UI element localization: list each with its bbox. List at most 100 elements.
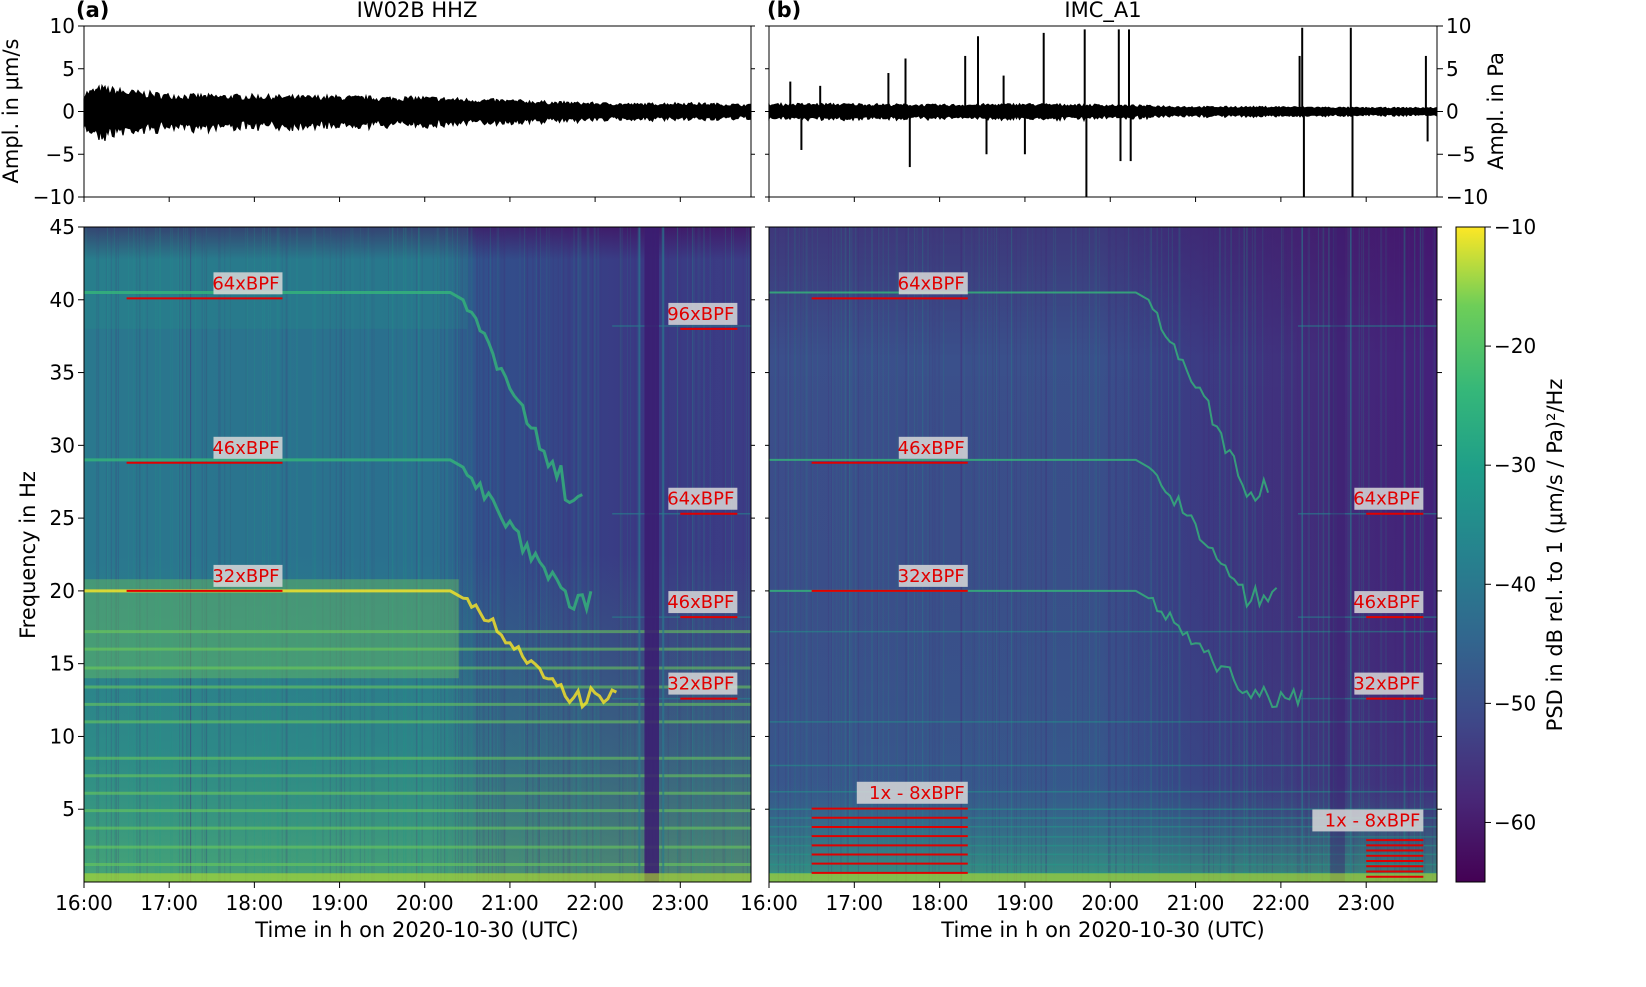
- yticks-panel-b-top: 10 5 0 −5 −10: [765, 14, 1488, 209]
- ytick-label: 10: [50, 14, 75, 38]
- bpf-label: 64xBPF: [667, 489, 734, 510]
- ytick-label: −5: [46, 142, 75, 166]
- ytick-label: 5: [62, 57, 75, 81]
- spectrogram-panel-a: 64xBPF 46xBPF 32xBPF 96xBPF 64xBPF 46xBPF 32xB…: [16, 215, 755, 942]
- bpf-label: 64xBPF: [898, 273, 965, 294]
- xtick-label: 16:00: [740, 891, 798, 915]
- ytick-label: −5: [1446, 142, 1475, 166]
- bpf-label-box: [213, 272, 283, 295]
- spectrogram-floor: [84, 873, 751, 882]
- yticks-panel-a-top: 10 5 0 −5 −10: [33, 14, 755, 209]
- panel-b-bottom-frame: [768, 226, 1438, 883]
- bpf-label-box: [898, 564, 968, 587]
- yticks-panel-b-bottom: [765, 226, 1442, 810]
- xtick-label: 20:00: [1081, 891, 1139, 915]
- colorbar-tick-label: −50: [1494, 691, 1536, 715]
- bpf-annotations-a: 64xBPF 46xBPF 32xBPF 96xBPF 64xBPF 46xBPF 32xB…: [126, 272, 738, 700]
- colorbar-tick-label: −30: [1494, 453, 1536, 477]
- colorbar-tick-label: −10: [1494, 215, 1536, 239]
- xtick-label: 22:00: [566, 891, 624, 915]
- xtick-label: 17:00: [825, 891, 883, 915]
- xtick-label: 19:00: [311, 891, 369, 915]
- ytick-label: 5: [1446, 57, 1459, 81]
- ylabel-panel-a-bottom: Frequency in Hz: [16, 471, 40, 639]
- ytick-label: 30: [50, 433, 75, 457]
- xtick-label: 17:00: [140, 891, 198, 915]
- bpf-label: 46xBPF: [212, 438, 279, 459]
- panel-letter-a: (a): [76, 0, 109, 22]
- bpf-label: 32xBPF: [898, 566, 965, 587]
- ytick-label: 45: [50, 215, 75, 239]
- ylabel-panel-b-top: Ampl. in Pa: [1484, 52, 1508, 170]
- xtick-label: 20:00: [396, 891, 454, 915]
- bpf-label-box: [898, 272, 968, 295]
- spectrogram-energy-band: [84, 579, 459, 679]
- bpf-label: 46xBPF: [898, 438, 965, 459]
- spectrogram-harmonic: [769, 291, 1270, 503]
- ytick-label: 35: [50, 361, 75, 385]
- panel-letter-b: (b): [767, 0, 801, 22]
- ytick-label: 10: [50, 724, 75, 748]
- xtick-label: 21:00: [1167, 891, 1225, 915]
- bpf-label: 96xBPF: [667, 304, 734, 325]
- spectrogram-harmonic: [769, 458, 1278, 609]
- colorbar: −10 −20 −30 −40 −50 −60 PSD in dB rel. to 1 (…: [1455, 215, 1567, 883]
- xtick-label: 18:00: [226, 891, 284, 915]
- bpf-label-box: [668, 487, 738, 510]
- ytick-label: 25: [50, 506, 75, 530]
- waveform-spikes-b: [789, 27, 1429, 197]
- bpf-label-box: [668, 302, 738, 325]
- xtick-label: 18:00: [911, 891, 969, 915]
- waveform-panel-a: (a) IW02B HHZ Ampl. in μm/s 10 5 0 −5 −10: [0, 0, 755, 209]
- bpf-label-box: [668, 591, 738, 614]
- spectrogram-harmonic: [84, 589, 618, 710]
- bpf-label-box: [1312, 809, 1424, 832]
- colorbar-ticks: −10 −20 −30 −40 −50 −60: [1485, 215, 1536, 834]
- spectrogram-gap: [644, 227, 659, 882]
- ytick-label: 0: [62, 100, 75, 124]
- xlabel-panel-b: Time in h on 2020-10-30 (UTC): [940, 918, 1264, 942]
- waveform-trace-b: [768, 102, 1438, 123]
- ytick-label: 10: [1446, 14, 1471, 38]
- waveform-panel-b: (b) IMC_A1 Ampl. in Pa 10 5 0 −5 −10: [765, 0, 1508, 209]
- spectrogram-gap: [1330, 227, 1345, 882]
- bpf-label-box: [213, 436, 283, 459]
- bpf-label-box: [1354, 487, 1424, 510]
- ylabel-panel-a-top: Ampl. in μm/s: [0, 39, 23, 184]
- colorbar-tick-label: −60: [1494, 810, 1536, 834]
- ytick-label: 5: [62, 797, 75, 821]
- xtick-label: 23:00: [1337, 891, 1395, 915]
- bpf-label: 1x - 8xBPF: [869, 783, 965, 804]
- spectrogram-harmonic: [84, 291, 583, 505]
- colorbar-gradient: [1455, 226, 1486, 883]
- bpf-label: 32xBPF: [667, 674, 734, 695]
- spectrogram-harmonic: [769, 589, 1304, 709]
- title-panel-a: IW02B HHZ: [357, 0, 478, 22]
- title-panel-b: IMC_A1: [1064, 0, 1141, 23]
- spectrogram-b-features: [768, 227, 1437, 882]
- ytick-label: 15: [50, 652, 75, 676]
- ytick-label: 40: [50, 288, 75, 312]
- bpf-label: 46xBPF: [1353, 592, 1420, 613]
- spectrogram-panel-b: 64xBPF 46xBPF 32xBPF 1x - 8xBPF 64xBPF 46xBPF…: [740, 226, 1442, 942]
- spectrogram-b-freq-shading: [769, 227, 1437, 882]
- xtick-label: 19:00: [996, 891, 1054, 915]
- colorbar-tick-label: −40: [1494, 572, 1536, 596]
- xtick-label: 16:00: [55, 891, 113, 915]
- bpf-label-box: [898, 436, 968, 459]
- yticks-panel-a-bottom: 5 10 15 20 25 30 35 40 45: [50, 215, 755, 821]
- bpf-label: 64xBPF: [212, 273, 279, 294]
- bpf-label: 32xBPF: [212, 566, 279, 587]
- colorbar-label: PSD in dB rel. to 1 (μm/s / Pa)²/Hz: [1543, 379, 1567, 732]
- bpf-label-box: [1354, 672, 1424, 695]
- xticks-panel-a: 16:00 17:00 18:00 19:00 20:00 21:00 22:00 23:00: [55, 882, 709, 915]
- colorbar-tick-label: −20: [1494, 334, 1536, 358]
- xtick-label: 21:00: [481, 891, 539, 915]
- xlabel-panel-a: Time in h on 2020-10-30 (UTC): [254, 918, 578, 942]
- xticks-panel-b: 16:00 17:00 18:00 19:00 20:00 21:00 22:00 23:00: [740, 882, 1395, 915]
- bpf-label-box: [856, 781, 968, 804]
- spectrogram-harmonic: [84, 458, 593, 615]
- ytick-label: 20: [50, 579, 75, 603]
- bpf-label: 32xBPF: [1353, 674, 1420, 695]
